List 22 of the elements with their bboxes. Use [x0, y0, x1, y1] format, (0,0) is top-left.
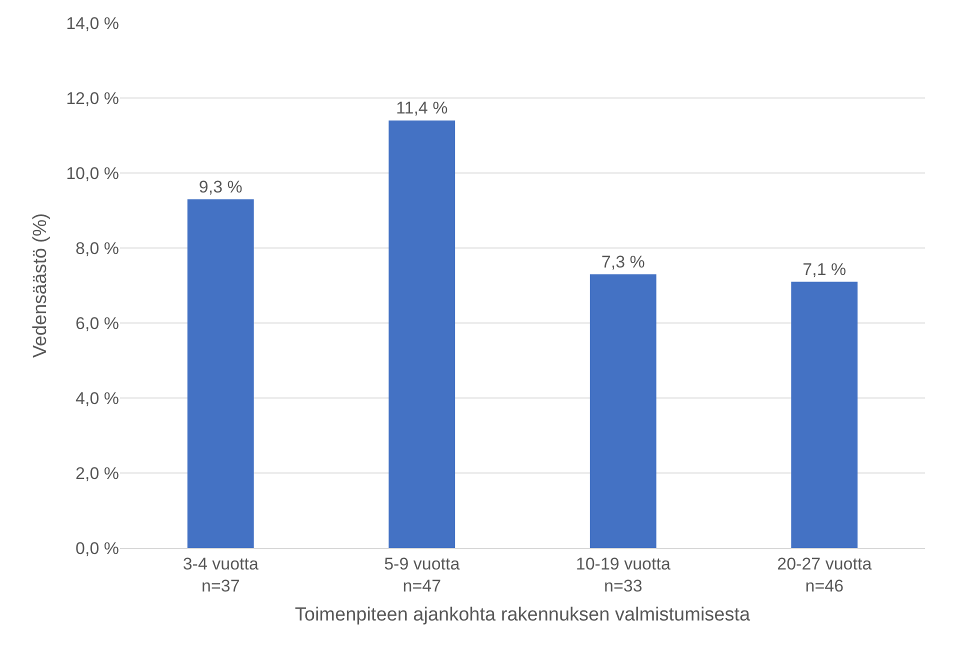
x-tick-label: 3-4 vuotta n=37: [182, 554, 259, 596]
y-tick-label: 6,0 %: [76, 314, 119, 333]
bar: [187, 199, 254, 548]
bar: [791, 282, 858, 548]
y-tick-label: 0,0 %: [76, 538, 119, 558]
y-tick-label: 14,0 %: [66, 14, 119, 33]
x-tick-label: 20-27 vuotta n=46: [777, 554, 872, 596]
x-axis-title: Toimenpiteen ajankohta rakennuksen valmistumisesta: [294, 604, 751, 626]
y-axis-title: Vedensäästö (%): [30, 213, 51, 358]
y-tick-label: 8,0 %: [76, 238, 119, 258]
x-tick-label: 10-19 vuotta n=33: [576, 554, 671, 596]
bar: [590, 274, 656, 548]
y-tick-label: 10,0 %: [66, 164, 119, 183]
bar: [388, 120, 456, 548]
data-label: 9,3 %: [198, 177, 242, 196]
data-label: 7,1 %: [802, 260, 846, 279]
y-tick-label: 2,0 %: [76, 464, 119, 483]
y-tick-label: 4,0 %: [76, 388, 119, 408]
data-label: 11,4 %: [396, 98, 448, 118]
x-tick-label: 5-9 vuotta n=47: [384, 554, 460, 596]
data-label: 7,3 %: [601, 252, 645, 272]
y-tick-label: 12,0 %: [66, 88, 119, 108]
